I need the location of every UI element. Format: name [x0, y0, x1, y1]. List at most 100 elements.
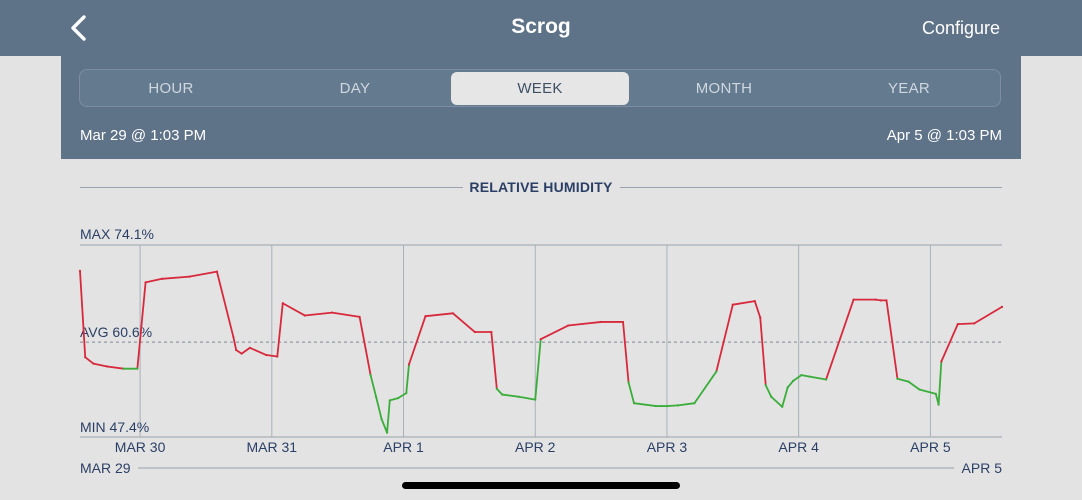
- humidity-line-segment: [495, 387, 504, 396]
- humidity-point: [160, 277, 164, 280]
- tab-hour[interactable]: HOUR: [148, 80, 194, 97]
- humidity-line-segment: [781, 386, 789, 408]
- humidity-line-segment: [276, 302, 284, 358]
- humidity-point: [808, 375, 811, 378]
- humidity-line-segment: [452, 312, 476, 333]
- configure-button[interactable]: Configure: [921, 18, 1000, 38]
- humidity-point: [451, 312, 455, 315]
- humidity-line-segment: [800, 374, 811, 378]
- humidity-point: [599, 320, 603, 324]
- tab-day[interactable]: DAY: [339, 80, 371, 97]
- humidity-line-segment: [622, 321, 630, 384]
- humidity-line-segment: [940, 323, 959, 363]
- tab-week[interactable]: WEEK: [451, 72, 629, 105]
- humidity-point: [473, 330, 476, 334]
- humidity-line-segment: [885, 299, 899, 380]
- humidity-point: [825, 378, 828, 381]
- humidity-point: [369, 374, 372, 377]
- humidity-line-segment: [380, 418, 388, 434]
- humidity-line-segment: [808, 375, 828, 381]
- tab-year[interactable]: YEAR: [887, 80, 931, 97]
- humidity-line-segment: [92, 362, 109, 368]
- humidity-line-segment: [731, 300, 756, 306]
- humidity-line-segment: [188, 270, 218, 278]
- tab-month[interactable]: MONTH: [695, 80, 753, 97]
- humidity-point: [764, 384, 767, 387]
- humidity-line-segment: [388, 397, 399, 402]
- humidity-chart: MAR 30 MAR 31 APR 1 APR 2 APR 3 APR 4 APR 5 MAX…: [78, 226, 1004, 476]
- humidity-point: [215, 270, 219, 273]
- humidity-point: [937, 403, 940, 406]
- humidity-line-segment: [84, 356, 95, 365]
- humidity-point: [407, 363, 411, 366]
- humidity-line-segment: [232, 336, 238, 351]
- humidity-point: [665, 404, 669, 408]
- humidity-line-segment: [764, 384, 773, 398]
- humidity-point: [786, 386, 789, 389]
- title-rule-right: [620, 187, 1002, 188]
- range-start-label: Mar 29 @ 1:03 PM: [80, 127, 207, 144]
- humidity-line-segment: [216, 270, 235, 338]
- range-end-tick: APR 5: [962, 460, 1003, 476]
- humidity-line-segment: [490, 331, 498, 390]
- humidity-line-segment: [973, 305, 1003, 325]
- humidity-point: [92, 362, 95, 365]
- humidity-point: [235, 348, 238, 352]
- humidity-line-segment: [677, 402, 696, 407]
- humidity-line-segment: [907, 380, 921, 391]
- humidity-point: [84, 356, 87, 359]
- humidity-point: [792, 379, 795, 383]
- humidity-point: [303, 314, 306, 317]
- humidity-line-segment: [517, 395, 537, 401]
- humidity-point: [388, 399, 391, 402]
- min-label: MIN 47.4%: [80, 419, 149, 435]
- humidity-point: [852, 298, 855, 301]
- humidity-point: [240, 352, 243, 355]
- humidity-line-segment: [265, 354, 279, 358]
- humidity-point: [879, 299, 883, 302]
- humidity-point: [136, 367, 139, 370]
- humidity-line-segment: [770, 395, 784, 408]
- humidity-line-segment: [405, 363, 410, 395]
- humidity-point: [654, 404, 658, 408]
- humidity-line-segment: [786, 380, 795, 389]
- humidity-line-segment: [331, 311, 361, 318]
- humidity-line-segment: [240, 346, 251, 355]
- humidity-line-segment: [633, 402, 657, 407]
- humidity-point: [534, 398, 537, 401]
- chart-title: RELATIVE HUMIDITY: [469, 179, 613, 195]
- humidity-point: [144, 281, 147, 284]
- humidity-line-segment: [539, 324, 570, 341]
- humidity-point: [539, 338, 542, 341]
- humidity-point: [632, 402, 636, 405]
- humidity-line-segment: [106, 365, 125, 370]
- humidity-point: [676, 404, 680, 407]
- humidity-point: [567, 324, 570, 327]
- humidity-point: [405, 392, 408, 395]
- x-tick-label: APR 2: [515, 439, 556, 455]
- back-button[interactable]: [62, 10, 98, 46]
- x-tick-label: APR 1: [383, 439, 424, 455]
- humidity-line-segment: [358, 316, 372, 377]
- range-panel: HOUR DAY WEEK MONTH YEAR Mar 29 @ 1:03 P…: [61, 56, 1021, 159]
- humidity-point: [956, 323, 959, 326]
- humidity-point: [501, 393, 504, 396]
- humidity-point: [715, 370, 718, 373]
- humidity-line-segment: [918, 388, 937, 395]
- humidity-point: [374, 395, 378, 398]
- humidity-point: [940, 360, 943, 363]
- humidity-point: [358, 315, 361, 319]
- humidity-point: [232, 335, 235, 339]
- humidity-point: [188, 275, 191, 278]
- humidity-point: [753, 299, 756, 303]
- humidity-point: [265, 353, 268, 357]
- humidity-point: [759, 316, 762, 319]
- humidity-line-segment: [501, 393, 520, 398]
- humidity-point: [896, 377, 899, 380]
- humidity-point: [693, 402, 696, 405]
- humidity-point: [1000, 305, 1004, 308]
- humidity-point: [122, 367, 125, 370]
- humidity-point: [396, 397, 400, 400]
- humidity-point: [424, 315, 427, 318]
- title-rule-left: [80, 187, 463, 188]
